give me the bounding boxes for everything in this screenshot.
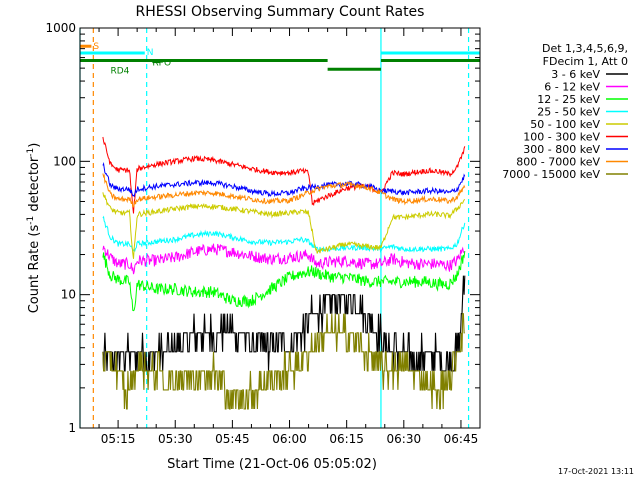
y-axis-label: Count Rate (s-1 detector-1) [26,143,42,314]
series-line [102,313,465,410]
legend-label: 800 - 7000 keV [516,156,600,169]
y-axis-label-part: -1 [26,216,36,225]
y-tick-label: 1000 [45,21,76,35]
legend-label: 300 - 800 keV [523,143,600,156]
series-line [102,161,466,198]
legend-label: 100 - 300 keV [523,131,600,144]
axes: 05:15 05:30 05:45 06:00 06:15 06:30 06:45 1 10 10… [45,21,481,446]
x-tick-label: 06:45 [444,432,479,446]
x-tick-label: 06:15 [329,432,364,446]
legend-header-detectors: Det 1,3,4,5,6,9, [542,42,628,55]
x-tick-label: 05:15 [101,432,136,446]
series-line [102,215,466,253]
y-tick-label: 1 [68,421,76,435]
y-tick-label: 10 [61,288,76,302]
series-line [102,192,466,259]
legend-label: 3 - 6 keV [551,68,600,81]
y-axis-label-part: -1 [26,148,36,157]
x-tick-label: 05:30 [158,432,193,446]
x-tick-label: 05:45 [215,432,250,446]
legend-label: 25 - 50 keV [537,106,600,119]
series-line [102,251,466,312]
legend-label: 6 - 12 keV [544,81,600,94]
state-label-rpo: RPO [152,59,171,69]
legend-header-decimation: FDecim 1, Att 0 [543,55,628,68]
x-axis-label: Start Time (21-Oct-06 05:05:02) [167,457,377,472]
legend-label: 12 - 25 keV [537,93,600,106]
state-label-n: N [147,48,154,58]
y-axis-label-part: Count Rate (s [27,225,42,314]
state-label-rd4: RD4 [110,66,129,76]
y-tick-label: 100 [53,154,76,168]
x-tick-label: 06:30 [387,432,422,446]
y-axis-label-part: detector [27,156,42,216]
legend-label: 7000 - 15000 keV [502,168,600,181]
legend-label: 50 - 100 keV [530,118,600,131]
x-tick-label: 06:00 [272,432,307,446]
chart-title: RHESSI Observing Summary Count Rates [136,4,425,20]
state-label-s: S [93,42,99,52]
footer-timestamp: 17-Oct-2021 13:11 [558,467,634,476]
plot-frame [79,27,481,429]
series-line [102,173,466,208]
y-axis-label-part: ) [27,143,42,148]
series-line [102,136,466,214]
series-line [102,243,466,275]
